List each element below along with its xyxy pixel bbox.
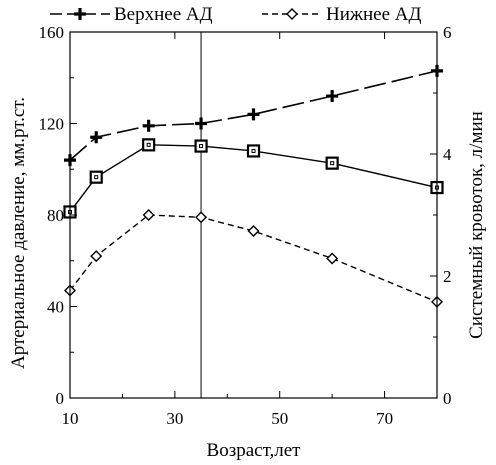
legend-item-2: Нижнее АД <box>262 4 422 25</box>
y-right-tick-label: 0 <box>443 389 452 408</box>
data-point-square-inner <box>251 148 256 153</box>
x-tick-label: 10 <box>62 409 79 428</box>
data-point-plus <box>142 119 155 132</box>
series-3 <box>63 138 444 219</box>
data-point-square <box>246 144 261 158</box>
y-left-tick-label: 160 <box>39 23 65 42</box>
data-point-plus <box>74 8 86 20</box>
y-left-tick-label: 120 <box>39 115 65 134</box>
legend: Верхнее АД Нижнее АД <box>50 4 422 25</box>
plot-frame <box>69 31 438 399</box>
data-point-diamond <box>247 225 260 238</box>
series-2 <box>64 209 443 308</box>
data-point-square <box>325 156 339 170</box>
data-point-square <box>142 138 156 152</box>
data-point-plus <box>247 108 260 121</box>
y-axis-right-title: Системный кровоток, л/мин <box>466 111 487 339</box>
data-point-square-inner <box>330 161 335 166</box>
data-point-square-inner <box>199 144 204 149</box>
data-point-square <box>194 139 208 153</box>
legend-item-1: Верхнее АД <box>50 4 213 25</box>
data-point-square <box>89 170 103 184</box>
data-point-diamond <box>90 250 103 263</box>
data-point-diamond <box>142 209 155 221</box>
data-point-plus <box>326 90 339 103</box>
y-axis-left-title: Артериальное давление, мм.рт.ст. <box>8 97 29 369</box>
plot-area <box>63 32 444 398</box>
legend-label: Нижнее АД <box>326 4 422 25</box>
x-tick-label: 70 <box>376 409 393 428</box>
data-point-diamond <box>195 211 208 224</box>
y-right-tick-label: 2 <box>443 267 452 286</box>
data-point-diamond <box>326 252 339 265</box>
legend-label: Верхнее АД <box>114 4 213 25</box>
axes: 10 30 50 70 0 40 80 120 160 0 2 4 6 <box>39 23 453 428</box>
y-left-tick-label: 40 <box>47 298 64 317</box>
y-left-tick-label: 0 <box>56 389 65 408</box>
data-point-square-inner <box>146 142 151 147</box>
data-point-diamond <box>286 8 298 20</box>
y-left-tick-label: 80 <box>47 206 64 225</box>
x-tick-label: 30 <box>166 409 183 428</box>
y-right-tick-label: 6 <box>443 23 452 42</box>
y-right-tick-label: 4 <box>443 145 452 164</box>
x-axis-title: Возраст,лет <box>207 440 302 461</box>
data-point-plus <box>195 117 208 130</box>
data-point-plus <box>90 131 103 144</box>
data-point-square-inner <box>94 175 99 180</box>
x-tick-label: 50 <box>271 409 288 428</box>
